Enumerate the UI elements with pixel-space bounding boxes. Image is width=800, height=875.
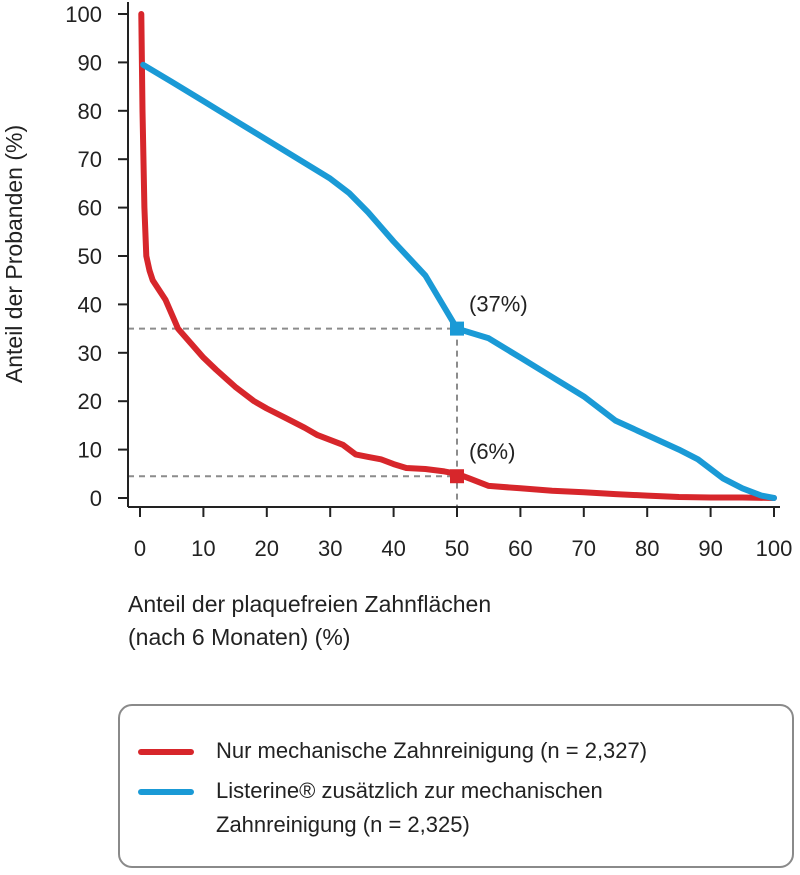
x-tick-label: 60	[508, 536, 532, 561]
legend-item-listerine: Listerine® zusätzlich zur mechanischen Z…	[138, 774, 776, 842]
x-tick-label: 10	[191, 536, 215, 561]
x-tick-label: 0	[134, 536, 146, 561]
axes	[127, 2, 780, 508]
y-axis-label: Anteil der Probanden (%)	[1, 125, 27, 383]
y-tick-label: 30	[78, 341, 102, 366]
marker-layer	[450, 321, 464, 484]
y-tick-label: 10	[78, 438, 102, 463]
legend-swatch-red	[138, 749, 194, 755]
y-tick-label: 60	[78, 196, 102, 221]
data-point-marker	[450, 321, 464, 336]
x-tick-label: 20	[255, 536, 279, 561]
legend-label-listerine: Listerine® zusätzlich zur mechanischen Z…	[216, 774, 776, 842]
legend-label-mechanical: Nur mechanische Zahnreinigung (n = 2,327…	[216, 734, 776, 768]
y-tick-label: 20	[78, 389, 102, 414]
x-tick-label: 50	[445, 536, 469, 561]
y-tick-label: 90	[78, 50, 102, 75]
series-line-listerine	[140, 61, 777, 501]
y-tick-label: 80	[78, 99, 102, 124]
legend-label-line: Nur mechanische Zahnreinigung (n = 2,327…	[216, 738, 648, 763]
y-tick-label: 40	[78, 292, 102, 317]
reference-lines	[128, 327, 458, 507]
x-tick-label: 40	[381, 536, 405, 561]
x-tick-label: 100	[756, 536, 793, 561]
legend-item-mechanical: Nur mechanische Zahnreinigung (n = 2,327…	[138, 734, 776, 768]
y-tick-label: 70	[78, 147, 102, 172]
x-axis-label: Anteil der plaquefreien Zahnflächen (nac…	[128, 588, 491, 654]
y-tick-label: 50	[78, 244, 102, 269]
x-ticks: 0 10 20 30 40 50 60 70 80 90 100	[134, 507, 792, 561]
x-axis-label-line-2: (nach 6 Monaten) (%)	[128, 624, 351, 650]
x-tick-label: 80	[635, 536, 659, 561]
annotation-label: (37%)	[469, 292, 528, 317]
legend: Nur mechanische Zahnreinigung (n = 2,327…	[118, 704, 794, 868]
series-layer	[138, 11, 777, 501]
y-tick-label: 0	[90, 486, 102, 511]
legend-label-line: Listerine® zusätzlich zur mechanischen	[216, 778, 603, 803]
x-tick-label: 30	[318, 536, 342, 561]
x-axis-label-line-1: Anteil der plaquefreien Zahnflächen	[128, 591, 492, 617]
series-line-mechanical	[138, 11, 777, 501]
annotation-label: (6%)	[469, 439, 515, 464]
y-tick-label: 100	[65, 2, 102, 27]
legend-swatch-blue	[138, 789, 194, 795]
chart: 0 10 20 30 40 50 60 70 80 90 100 0 10 20 30 40 50 60 70 80…	[1, 2, 792, 561]
y-ticks: 0 10 20 30 40 50 60 70 80 90 100	[65, 2, 128, 511]
legend-label-line: Zahnreinigung (n = 2,325)	[216, 812, 470, 837]
annotations: (37%) (6%)	[469, 292, 528, 465]
data-point-marker	[450, 469, 464, 484]
x-tick-label: 90	[698, 536, 722, 561]
x-tick-label: 70	[572, 536, 596, 561]
